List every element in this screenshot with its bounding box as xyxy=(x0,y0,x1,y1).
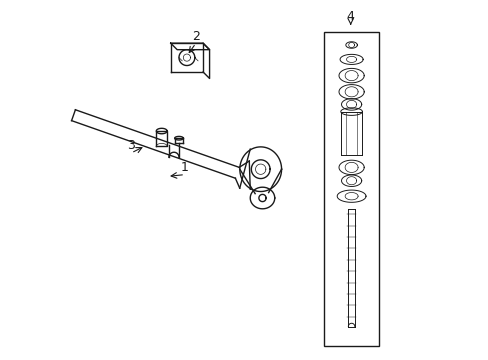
Text: 3: 3 xyxy=(127,139,135,152)
Text: 4: 4 xyxy=(346,10,354,23)
Text: 1: 1 xyxy=(181,161,189,174)
Bar xyxy=(323,32,379,346)
Text: 2: 2 xyxy=(192,30,200,42)
